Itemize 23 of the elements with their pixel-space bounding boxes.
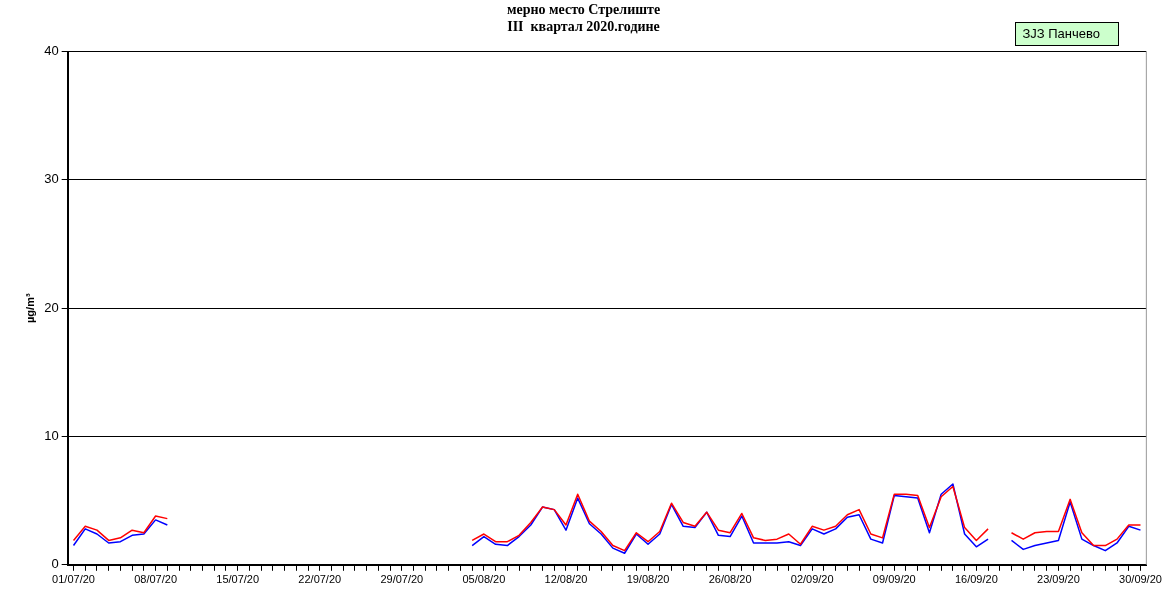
x-tick-label: 08/07/20	[134, 573, 178, 586]
x-tick-label: 02/09/20	[790, 573, 834, 586]
y-tick-label: 10	[44, 428, 59, 444]
chart-title: мерно место Стрелиште	[506, 2, 661, 18]
x-tick-label: 22/07/20	[298, 573, 342, 586]
x-tick-label: 09/09/20	[872, 573, 916, 586]
x-tick-label: 26/08/20	[708, 573, 752, 586]
x-tick-label: 12/08/20	[544, 573, 588, 586]
y-tick-label: 20	[44, 299, 59, 315]
x-tick-label: 16/09/20	[954, 573, 998, 586]
y-tick-label: 0	[51, 556, 59, 572]
x-tick-label: 30/09/20	[1119, 573, 1162, 586]
x-tick-label: 23/09/20	[1037, 573, 1080, 586]
x-tick-label: 01/07/20	[52, 573, 95, 586]
chart-subtitle: III квартал 2020.године	[507, 18, 660, 34]
x-tick-label: 19/08/20	[626, 573, 670, 586]
x-tick-label: 29/07/20	[380, 573, 424, 586]
y-tick-label: 40	[44, 43, 59, 59]
text: ЗЈЗ Панчево	[1015, 22, 1119, 46]
x-tick-label: 15/07/20	[216, 573, 260, 586]
x-tick-label: 05/08/20	[462, 573, 506, 586]
y-axis-title: µg/m³	[23, 293, 36, 323]
y-tick-label: 30	[44, 171, 59, 187]
